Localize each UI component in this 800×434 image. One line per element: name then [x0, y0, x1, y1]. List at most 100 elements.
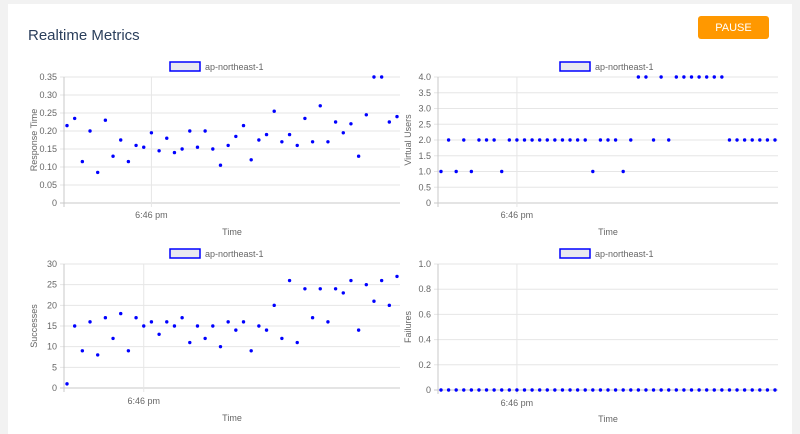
y-tick-label: 0.30 [39, 90, 57, 100]
data-point [537, 388, 542, 392]
data-point [387, 120, 392, 124]
data-point [203, 336, 207, 341]
data-point [272, 109, 276, 113]
y-tick-label: 0 [52, 383, 57, 393]
data-point [234, 134, 238, 139]
legend: ap-northeast-1 [559, 248, 654, 259]
data-point [667, 388, 671, 392]
y-tick-label: 3.5 [418, 88, 431, 98]
data-point [727, 388, 732, 392]
data-point [103, 118, 108, 122]
data-point [492, 138, 496, 142]
y-tick-label: 2.0 [418, 135, 431, 145]
legend-swatch [559, 248, 591, 259]
data-point [462, 138, 466, 142]
data-point [644, 388, 648, 392]
y-tick-label: 0.15 [39, 144, 57, 154]
pause-button[interactable]: PAUSE [698, 16, 769, 39]
x-axis-title: Time [598, 414, 618, 424]
data-point [500, 169, 504, 174]
legend: ap-northeast-1 [559, 61, 654, 72]
data-point [613, 388, 618, 392]
data-point [697, 75, 701, 79]
data-point [272, 303, 276, 308]
data-point [553, 138, 557, 142]
data-point [742, 138, 747, 142]
data-point [720, 75, 724, 79]
data-point [446, 388, 451, 392]
data-point [379, 278, 384, 283]
data-point [157, 332, 161, 336]
data-point [492, 388, 496, 392]
data-point [318, 104, 322, 108]
data-point [249, 158, 253, 162]
data-point [758, 138, 762, 142]
page-title: Realtime Metrics [28, 27, 140, 44]
data-point [560, 138, 565, 142]
data-point [241, 320, 246, 324]
data-point [598, 138, 603, 142]
data-point [119, 311, 123, 316]
data-point [195, 145, 200, 149]
data-point [742, 388, 747, 392]
data-point [765, 388, 770, 392]
data-point [356, 154, 361, 158]
data-point [613, 138, 618, 142]
data-point [165, 320, 169, 324]
data-point [195, 324, 200, 328]
data-point [704, 388, 709, 392]
data-point [372, 75, 376, 79]
x-axis-title: Time [222, 413, 242, 423]
data-point [537, 138, 542, 142]
data-point [395, 274, 399, 279]
data-point [773, 138, 777, 142]
x-axis-title: Time [222, 227, 242, 237]
data-point [188, 129, 192, 133]
data-point [712, 75, 716, 79]
data-point [180, 147, 184, 151]
y-tick-label: 0.2 [418, 360, 431, 370]
legend-label: ap-northeast-1 [595, 62, 654, 72]
data-point [446, 138, 451, 142]
data-point [750, 388, 754, 392]
data-point [203, 129, 207, 133]
data-point [379, 75, 384, 79]
data-point [735, 388, 739, 392]
y-axis-title: Failures [403, 310, 413, 343]
data-point [659, 388, 663, 392]
data-point [326, 140, 330, 144]
data-point [522, 138, 527, 142]
y-tick-label: 0.10 [39, 162, 57, 172]
y-tick-label: 15 [47, 321, 57, 331]
data-point [80, 349, 85, 353]
data-point [341, 131, 345, 135]
data-point [280, 140, 284, 144]
data-point [553, 388, 557, 392]
data-point [72, 116, 77, 121]
data-point [295, 143, 299, 148]
x-tick-label: 6:46 pm [501, 398, 534, 408]
data-point [241, 123, 246, 128]
y-tick-label: 0.5 [418, 182, 431, 192]
data-point [111, 336, 115, 341]
data-point [318, 287, 322, 291]
y-tick-label: 1.0 [418, 259, 431, 269]
data-point [310, 140, 315, 144]
data-point [80, 159, 85, 164]
data-point [621, 169, 625, 174]
legend-label: ap-northeast-1 [205, 249, 264, 259]
legend-swatch [169, 61, 201, 72]
y-tick-label: 5 [52, 362, 57, 372]
data-point [211, 147, 215, 151]
data-point [372, 299, 376, 303]
y-tick-label: 0.8 [418, 284, 431, 294]
data-point [507, 388, 512, 392]
y-tick-label: 2.5 [418, 119, 431, 129]
failures-chart: 0 0.2 0.4 0.6 0.8 1.0 6:46 pm Time Failures ap-no… [403, 248, 778, 424]
data-point [530, 388, 534, 392]
data-point [95, 170, 100, 175]
data-point [395, 114, 399, 119]
y-tick-label: 0.6 [418, 309, 431, 319]
data-point [674, 388, 679, 392]
data-point [234, 328, 238, 332]
